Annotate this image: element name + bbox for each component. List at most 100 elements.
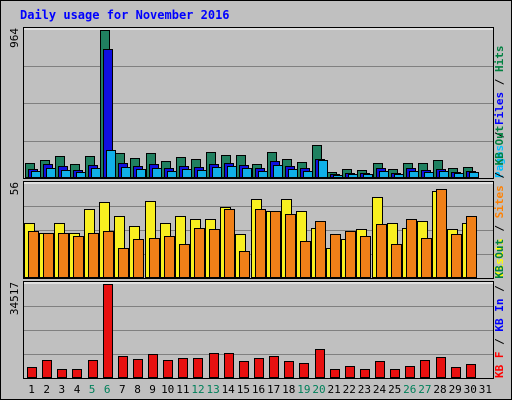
- panel-legend: KB F / KB In / KB Out: [493, 239, 506, 378]
- bar-kb-f-day-12: [193, 358, 203, 378]
- panel-ymax-label: 34517: [8, 282, 21, 315]
- legend-visits: Visits: [493, 238, 506, 278]
- legend-files: Files: [493, 92, 506, 125]
- day-label-1: 1: [28, 383, 35, 396]
- bar-pages-day-13: [212, 167, 222, 178]
- bar-kb-f-day-17: [269, 356, 279, 378]
- bar-pages-day-30: [469, 172, 479, 178]
- day-label-9: 9: [149, 383, 156, 396]
- bar-pages-day-27: [424, 172, 434, 178]
- day-label-28: 28: [433, 383, 446, 396]
- bar-pages-day-16: [258, 171, 268, 178]
- bar-pages-day-6: [106, 150, 116, 178]
- day-label-20: 20: [312, 383, 325, 396]
- legend-separator: /: [493, 72, 506, 92]
- day-label-13: 13: [206, 383, 219, 396]
- day-label-14: 14: [222, 383, 236, 396]
- panel-hits-files-pages: 964 Pages / Files / Hits: [8, 27, 506, 179]
- bar-sites-day-28: [436, 189, 447, 278]
- legend-sites: Sites: [493, 185, 506, 218]
- day-label-31: 31: [479, 383, 492, 396]
- day-label-15: 15: [237, 383, 250, 396]
- bar-kb-f-day-7: [118, 356, 128, 378]
- bar-kb-f-day-10: [163, 360, 173, 378]
- bar-kb-f-day-23: [360, 369, 370, 378]
- chart-panels: 964 Pages / Files / Hits 56 Visits / Sites …: [8, 27, 506, 379]
- chart-title: Daily usage for November 2016: [20, 8, 230, 22]
- bar-pages-day-3: [61, 170, 71, 178]
- legend-separator: /: [493, 279, 506, 299]
- bar-pages-day-10: [167, 171, 177, 178]
- bar-sites-day-12: [194, 228, 205, 278]
- bar-pages-day-17: [273, 165, 283, 178]
- day-label-25: 25: [388, 383, 401, 396]
- panel-visits-sites: 56 Visits / Sites / KB Out: [8, 126, 506, 279]
- bar-kb-f-day-11: [178, 358, 188, 378]
- bar-sites-day-17: [270, 211, 281, 278]
- bar-sites-day-22: [345, 231, 356, 278]
- bar-pages-day-28: [439, 171, 449, 178]
- day-label-18: 18: [282, 383, 295, 396]
- legend-separator: /: [493, 125, 506, 145]
- bar-kb-f-day-21: [330, 369, 340, 378]
- bar-kb-f-day-16: [254, 358, 264, 378]
- bar-kb-f-day-9: [148, 354, 158, 378]
- bar-pages-day-19: [303, 171, 313, 178]
- bar-kb-f-day-8: [133, 359, 143, 378]
- bar-sites-day-29: [451, 234, 462, 278]
- bar-pages-day-1: [31, 171, 41, 178]
- day-label-21: 21: [327, 383, 340, 396]
- bar-pages-day-14: [227, 166, 237, 178]
- legend-kb-in: KB In: [493, 299, 506, 332]
- day-label-4: 4: [74, 383, 81, 396]
- bar-pages-day-24: [379, 171, 389, 178]
- day-label-11: 11: [176, 383, 189, 396]
- bar-pages-day-18: [288, 169, 298, 178]
- bar-kb-f-day-18: [284, 361, 294, 378]
- bar-pages-day-21: [333, 175, 343, 178]
- panel-legend: Pages / Files / Hits: [493, 46, 506, 179]
- day-label-16: 16: [252, 383, 265, 396]
- bar-sites-day-7: [118, 248, 129, 278]
- bar-kb-f-day-3: [57, 369, 67, 378]
- bar-sites-day-15: [239, 251, 250, 278]
- bar-sites-day-9: [149, 238, 160, 278]
- bar-kb-f-day-1: [27, 367, 37, 378]
- day-label-26: 26: [403, 383, 416, 396]
- bar-pages-day-29: [454, 173, 464, 178]
- bar-sites-day-18: [285, 214, 296, 278]
- day-label-2: 2: [43, 383, 50, 396]
- bar-sites-day-27: [421, 238, 432, 278]
- bar-kb-f-day-27: [420, 360, 430, 378]
- bar-sites-day-5: [88, 233, 99, 278]
- panel-ymax-label: 56: [8, 182, 21, 195]
- day-label-12: 12: [191, 383, 204, 396]
- legend-separator: /: [493, 165, 506, 185]
- bar-kb-f-day-26: [405, 366, 415, 378]
- bar-sites-day-25: [391, 244, 402, 278]
- bar-kb-f-day-20: [315, 349, 325, 378]
- bar-sites-day-8: [133, 239, 144, 278]
- bar-sites-day-26: [406, 219, 417, 278]
- bar-pages-day-7: [121, 167, 131, 178]
- day-label-17: 17: [267, 383, 280, 396]
- bar-kb-f-day-5: [88, 360, 98, 378]
- bar-kb-f-day-6: [103, 284, 113, 378]
- x-axis-day-labels: 1 2 3 4 5 6 7 8 9 10 11 12 13 14 15 16 17 18 19 20 21 22 23 24 2…: [28, 383, 492, 396]
- panel-legend: Visits / Sites / KB Out: [493, 126, 506, 278]
- bar-sites-day-11: [179, 244, 190, 278]
- bar-pages-day-2: [46, 168, 56, 178]
- bar-pages-day-4: [76, 172, 86, 178]
- bar-pages-day-9: [152, 168, 162, 178]
- bar-kb-f-day-29: [451, 367, 461, 378]
- legend-pages: Pages: [493, 145, 506, 178]
- day-label-24: 24: [373, 383, 387, 396]
- day-label-6: 6: [104, 383, 111, 396]
- day-label-22: 22: [343, 383, 356, 396]
- legend-separator: /: [493, 218, 506, 238]
- day-label-7: 7: [119, 383, 126, 396]
- legend-separator: /: [493, 332, 506, 352]
- bar-pages-day-26: [409, 171, 419, 178]
- bar-pages-day-8: [136, 169, 146, 178]
